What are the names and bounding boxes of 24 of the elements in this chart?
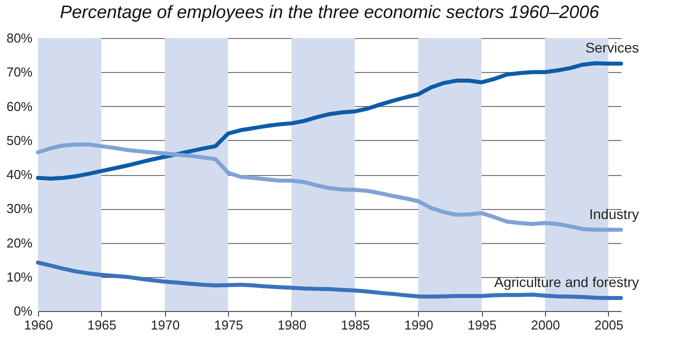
x-tick-label: 1985 (340, 318, 370, 332)
y-tick-label: 20% (6, 235, 33, 250)
x-tick-label: 1995 (468, 318, 497, 332)
series-label: Services (585, 40, 639, 56)
x-tick-label: 1980 (278, 318, 306, 332)
x-tick-label: 1965 (87, 318, 116, 332)
chart-title: Percentage of employees in the three economic sectors 1960–2006 (60, 2, 600, 22)
line-series (36, 61, 623, 181)
y-tick-label: 60% (6, 98, 33, 114)
x-tick-label: 1975 (214, 318, 244, 332)
x-tick-label: 1960 (24, 318, 53, 332)
series-label: Agriculture and forestry (494, 274, 639, 290)
y-tick-label: 50% (6, 132, 33, 148)
y-tick-label: 40% (6, 167, 33, 182)
y-tick-label: 10% (6, 269, 33, 284)
x-tick-label: 1970 (150, 318, 180, 332)
y-tick-label: 30% (6, 201, 33, 216)
y-tick-label: 80% (6, 30, 33, 46)
series-label: Industry (589, 206, 639, 222)
y-tick-label: 0% (14, 304, 33, 318)
x-tick-label: 1990 (404, 318, 434, 332)
y-tick-label: 70% (6, 64, 33, 80)
x-tick-label: 2000 (530, 318, 560, 332)
x-tick-label: 2005 (594, 318, 624, 332)
